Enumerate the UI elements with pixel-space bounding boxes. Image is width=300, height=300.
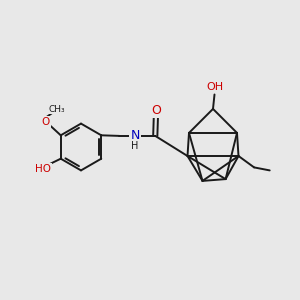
Text: O: O (42, 117, 50, 127)
Text: N: N (130, 129, 140, 142)
Text: O: O (151, 104, 161, 117)
Text: CH₃: CH₃ (49, 105, 65, 114)
Text: HO: HO (35, 164, 51, 174)
Text: OH: OH (207, 82, 224, 92)
Text: H: H (131, 140, 139, 151)
